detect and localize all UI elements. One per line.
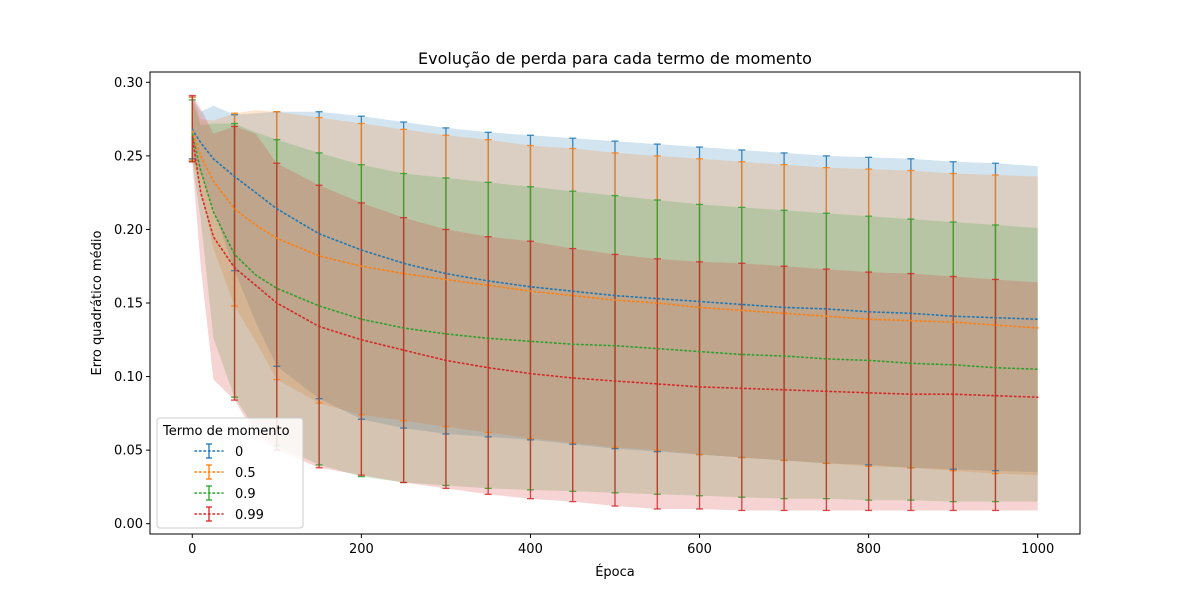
error-bars (188, 94, 999, 512)
errorbar-series-3 (484, 236, 492, 495)
chart-title: Evolução de perda para cada termo de mom… (418, 49, 812, 68)
y-tick-label: 0.30 (114, 76, 143, 91)
y-tick-label: 0.10 (114, 370, 143, 385)
y-axis: 0.00 0.05 0.10 0.15 0.20 0.25 0.30 (114, 76, 150, 532)
mean-line-series-1 (191, 130, 1039, 329)
y-tick-label: 0.15 (114, 297, 143, 312)
y-tick-label: 0.05 (114, 444, 143, 459)
legend-label: 0.9 (235, 487, 256, 502)
y-tick-label: 0.00 (114, 517, 143, 532)
y-tick-label: 0.25 (114, 149, 143, 164)
y-axis-label: Erro quadrático médio (90, 230, 105, 375)
errorbar-series-3 (442, 228, 450, 490)
mean-line-series-3 (191, 135, 1039, 399)
legend-box (156, 417, 304, 529)
legend-label: 0.99 (235, 508, 264, 523)
legend-item: 0.5 (194, 464, 256, 481)
legend-item: 0 (194, 443, 243, 460)
x-axis-label: Época (595, 564, 635, 580)
errorbar-series-3 (738, 262, 746, 512)
mean-line-series-2 (191, 133, 1039, 371)
mean-lines (191, 128, 1039, 399)
errorbar-series-3 (526, 240, 534, 500)
legend-label: 0.5 (235, 466, 256, 481)
legend-label: 0 (235, 445, 243, 460)
x-tick-label: 800 (856, 542, 881, 557)
errorbar-series-3 (231, 125, 239, 401)
errorbar-series-3 (696, 261, 704, 510)
x-tick-label: 400 (518, 542, 543, 557)
errorbar-series-3 (357, 202, 365, 476)
x-tick-label: 1000 (1021, 542, 1054, 557)
x-tick-label: 600 (687, 542, 712, 557)
legend-item: 0.9 (194, 485, 256, 502)
y-tick-label: 0.20 (114, 223, 143, 238)
x-tick-label: 0 (188, 542, 196, 557)
x-tick-label: 200 (349, 542, 374, 557)
legend-item: 0.99 (194, 506, 264, 523)
legend: Termo de momento 0 0.5 0.9 0.99 (156, 417, 304, 529)
x-axis: 0 200 400 600 800 1000 (188, 534, 1054, 557)
legend-title: Termo de momento (162, 424, 290, 439)
errorbar-series-3 (400, 217, 408, 484)
errorbar-series-3 (653, 258, 661, 510)
mean-line-series-0 (191, 128, 1039, 321)
